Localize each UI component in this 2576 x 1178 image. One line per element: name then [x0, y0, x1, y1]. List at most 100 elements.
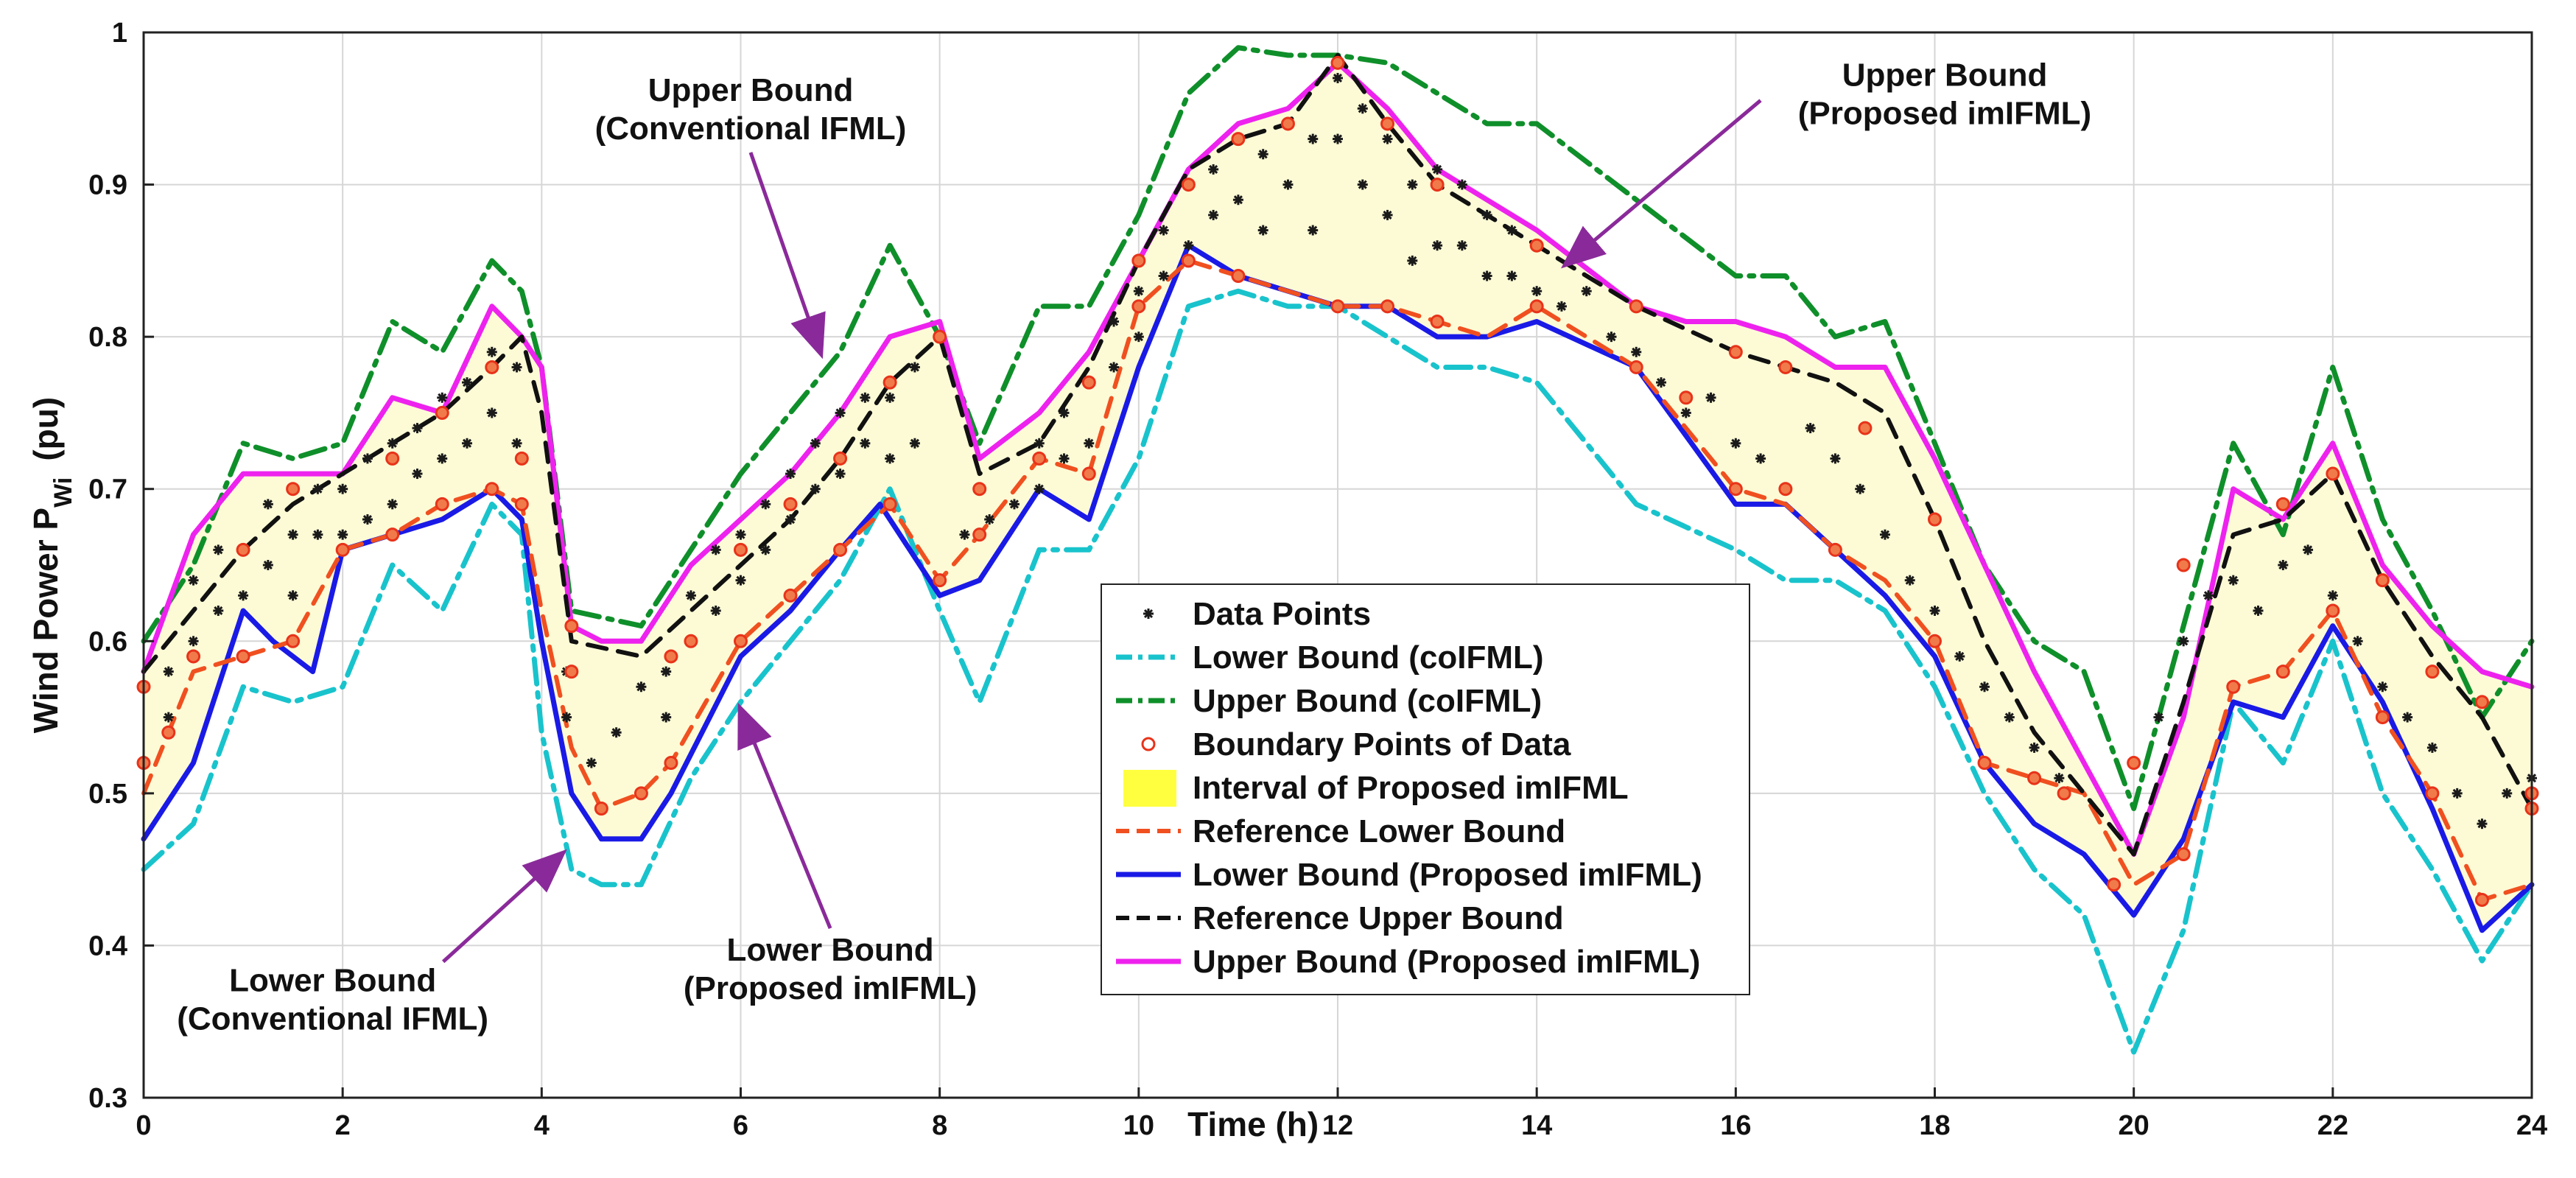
data-point: [1033, 438, 1045, 449]
x-tick-label: 18: [1919, 1110, 1950, 1141]
y-tick-label: 0.6: [88, 626, 127, 657]
data-point: [262, 560, 273, 570]
star-stroke: [2154, 712, 2163, 722]
star-stroke: [362, 454, 372, 463]
boundary-point: [2275, 665, 2290, 679]
data-point: [1382, 133, 1393, 144]
data-point: [1456, 240, 1467, 251]
star-stroke: [512, 362, 522, 372]
data-point: [1979, 681, 1990, 693]
data-point: [1680, 407, 1691, 418]
star-stroke: [1034, 438, 1044, 448]
legend-item: Reference Upper Bound: [1116, 900, 1564, 936]
boundary-point: [435, 405, 449, 420]
boundary-point: [2474, 695, 2489, 709]
data-point: [1656, 377, 1667, 388]
star-stroke: [711, 606, 720, 616]
legend-box: [1101, 583, 1750, 995]
legend-label: Data Points: [1193, 596, 1371, 632]
star-stroke: [1656, 378, 1666, 388]
star-stroke: [2303, 545, 2313, 555]
boundary-point: [161, 725, 176, 740]
data-point: [661, 712, 672, 723]
data-point: [984, 514, 995, 525]
data-point: [312, 483, 323, 494]
boundary-point: [514, 497, 529, 511]
boundary-point: [933, 329, 947, 344]
boundary-point: [564, 665, 579, 679]
star-stroke: [736, 575, 745, 585]
star-stroke: [487, 347, 496, 357]
data-point: [1282, 179, 1294, 190]
star-stroke: [288, 591, 298, 600]
y-axis-label-sub: Wi: [49, 477, 77, 508]
data-point: [1531, 286, 1543, 297]
x-tick-label: 2: [335, 1110, 351, 1141]
star-stroke: [661, 667, 671, 676]
boundary-point: [1280, 116, 1295, 131]
annotation: Lower Bound(Proposed imIFML): [684, 702, 977, 1006]
data-point: [462, 377, 473, 388]
data-point: [2303, 544, 2314, 555]
data-point: [735, 575, 746, 586]
data-point: [1929, 605, 1940, 616]
data-point: [2377, 681, 2388, 693]
boundary-point: [1081, 375, 1096, 390]
star-stroke: [1283, 180, 1293, 189]
legend-label: Lower Bound (coIFML): [1193, 639, 1544, 676]
star-stroke: [810, 484, 820, 494]
star-stroke: [636, 682, 646, 692]
data-point: [188, 636, 199, 647]
star-stroke: [1607, 332, 1616, 342]
star-stroke: [1731, 438, 1741, 448]
data-point: [611, 727, 622, 738]
annotation-text: Upper Bound: [1842, 57, 2048, 93]
boundary-point: [2425, 665, 2440, 679]
legend-sample-fill: [1123, 770, 1176, 807]
star-stroke: [2278, 560, 2288, 570]
star-stroke: [1333, 134, 1343, 144]
series-reference-upper-bound: [141, 53, 2534, 857]
data-point: [860, 392, 871, 403]
data-point: [412, 423, 423, 434]
data-point: [586, 757, 597, 768]
star-stroke: [2029, 743, 2039, 752]
star-stroke: [189, 575, 198, 585]
star-stroke: [1159, 225, 1168, 235]
boundary-point: [385, 451, 400, 466]
legend-label: Interval of Proposed imIFML: [1193, 770, 1629, 806]
star-stroke: [2054, 774, 2064, 783]
x-tick-label: 22: [2317, 1110, 2348, 1141]
data-point: [1084, 438, 1095, 449]
data-points-layer: [163, 72, 2537, 830]
star-stroke: [761, 545, 771, 555]
y-axis-label-main: Wind Power P: [27, 508, 65, 733]
data-point: [785, 514, 796, 525]
data-point: [2004, 712, 2015, 723]
star-stroke: [1557, 301, 1566, 311]
boundary-points-layer: [136, 55, 2539, 907]
star-stroke: [214, 606, 223, 616]
star-stroke: [2378, 682, 2387, 692]
star-stroke: [885, 454, 895, 463]
star-stroke: [810, 438, 820, 448]
data-point: [1308, 225, 1319, 236]
data-point: [1109, 316, 1120, 327]
star-stroke: [2353, 637, 2362, 646]
star-stroke: [413, 424, 422, 433]
star-stroke: [1507, 271, 1517, 281]
series-upper-bound-proposed-imifml: [141, 60, 2535, 857]
data-point: [561, 712, 572, 723]
y-axis-label-unit: (pu): [27, 397, 65, 461]
annotation-arrow: [441, 849, 567, 964]
star-stroke: [239, 591, 248, 600]
boundary-point: [1380, 116, 1395, 131]
y-tick-label: 0.4: [88, 930, 127, 961]
boundary-point: [684, 634, 698, 648]
data-point: [337, 483, 348, 494]
axis-ticks: 0 2 4 6 8 10 12 14 16 18 20 22 240.30.40.50.60.70.80…: [88, 18, 2547, 1141]
data-point: [909, 362, 920, 373]
star-stroke: [736, 530, 745, 539]
boundary-point: [514, 451, 529, 466]
data-point: [1805, 423, 1816, 434]
